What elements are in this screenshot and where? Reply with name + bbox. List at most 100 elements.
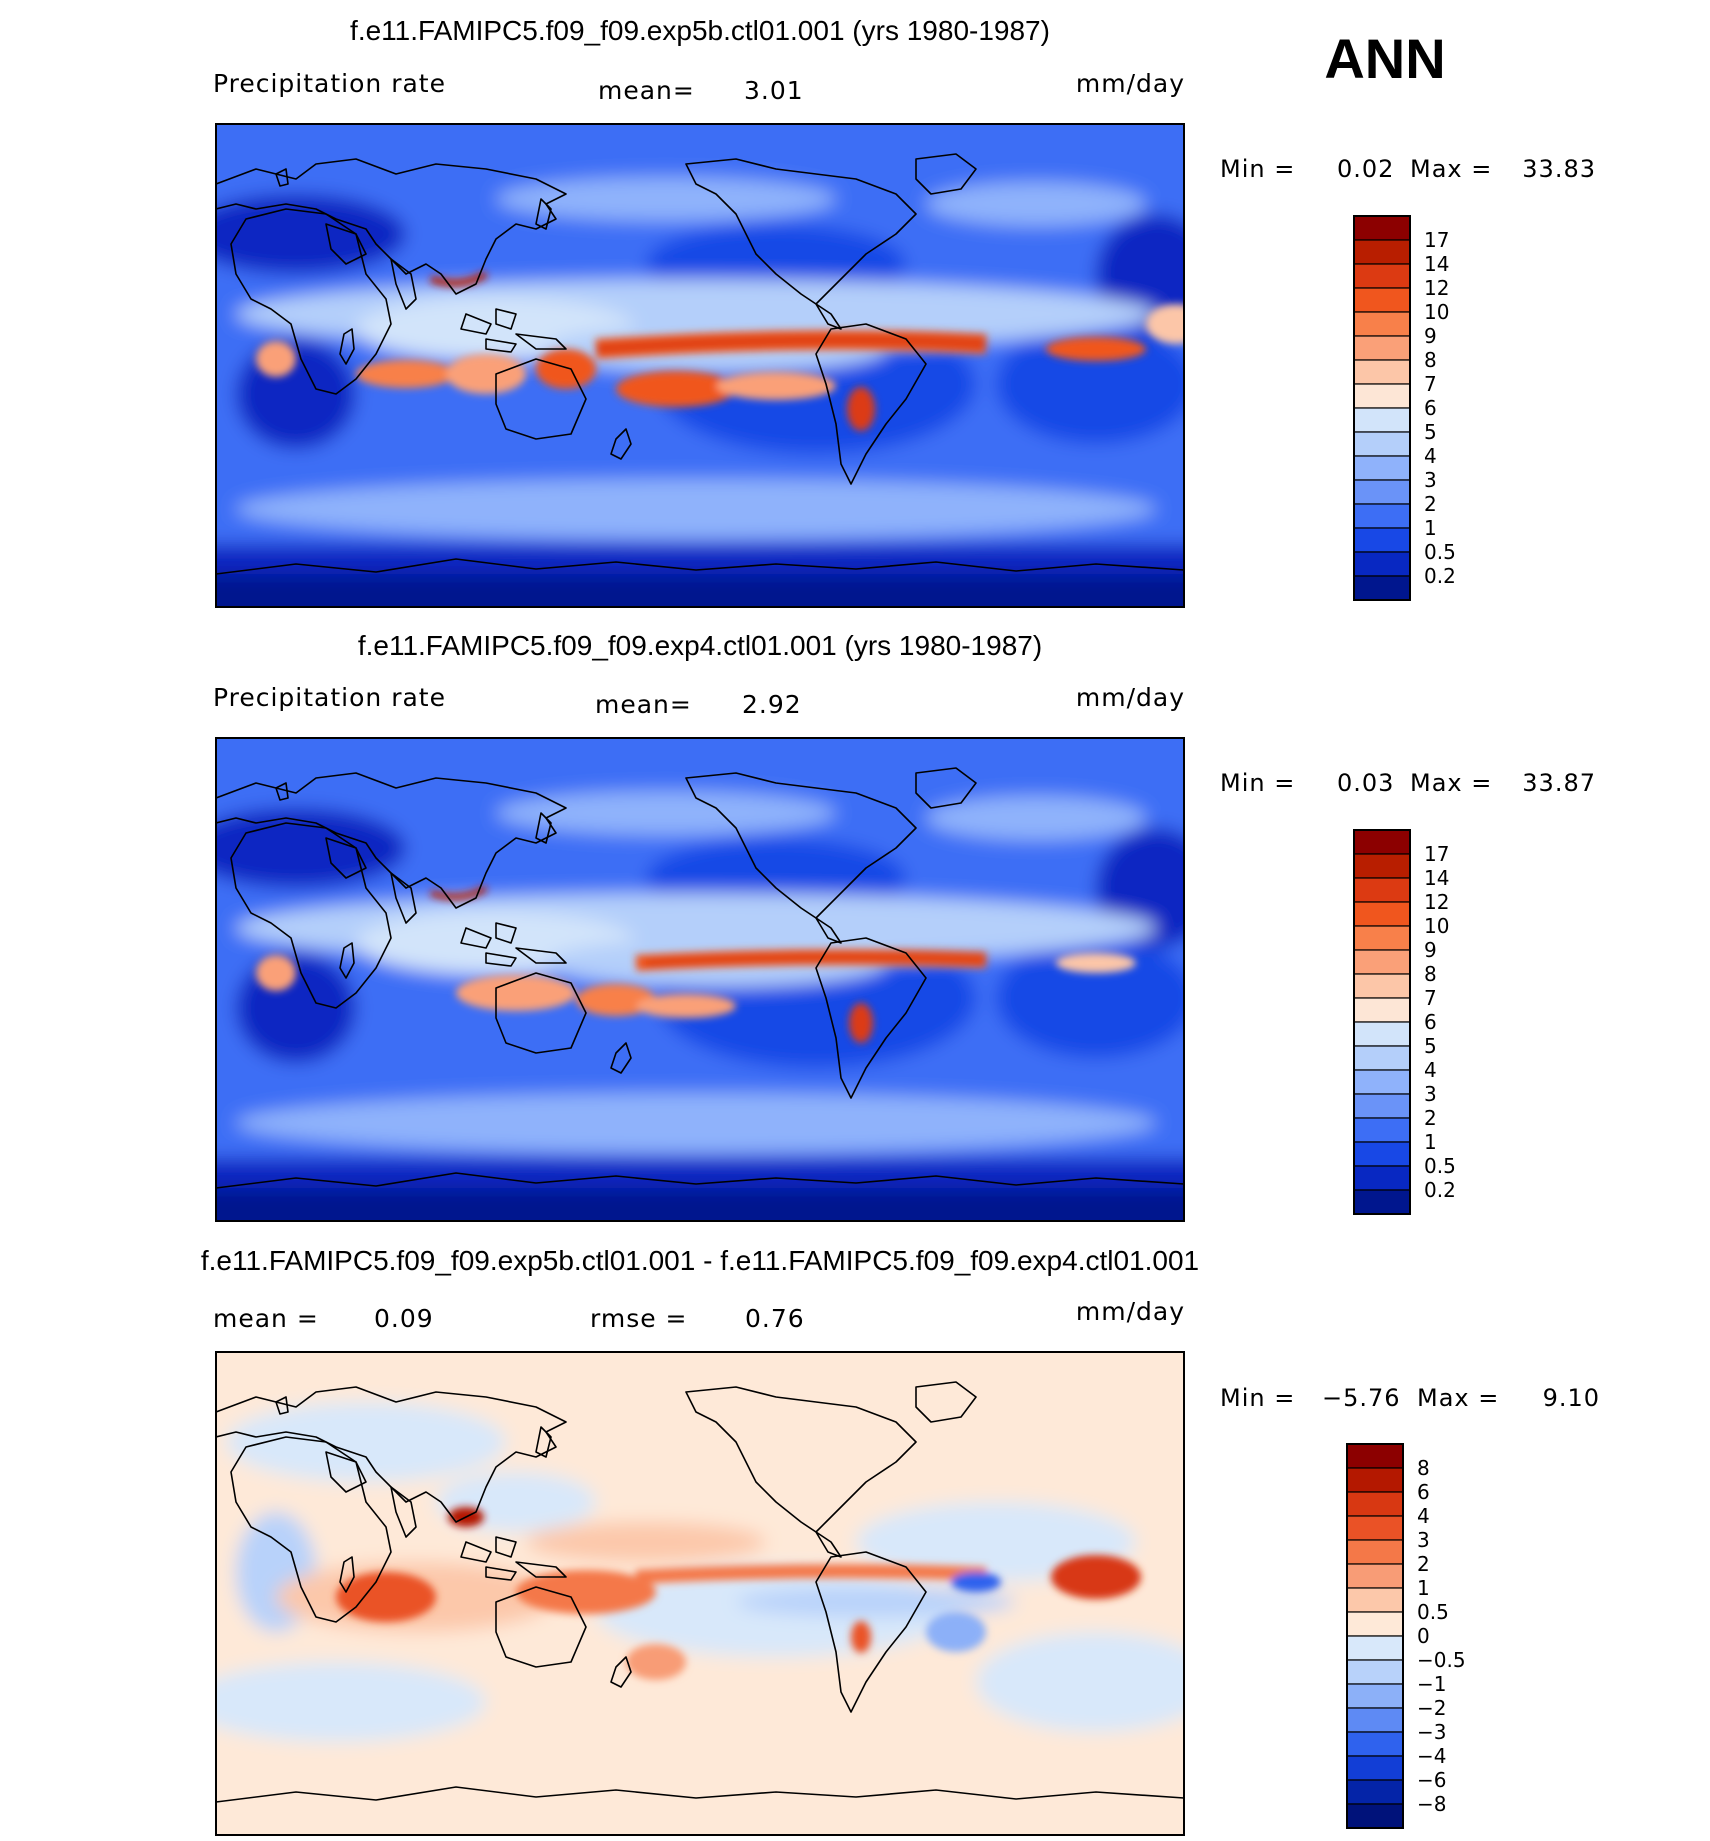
colorbar-frame	[1353, 829, 1411, 1215]
colorbar-segment	[1353, 925, 1411, 951]
colorbar-tick-label: 12	[1424, 276, 1449, 300]
colorbar-segment	[1346, 1443, 1404, 1469]
colorbar-segment	[1353, 287, 1411, 313]
colorbar-tick-label: 12	[1424, 890, 1449, 914]
colorbar-tick-label: 14	[1424, 252, 1449, 276]
panel-3-max-value: 9.10	[1543, 1384, 1600, 1412]
colorbar-tick-label: 1	[1424, 516, 1437, 540]
colorbar-segment	[1353, 431, 1411, 457]
panel-2-title: f.e11.FAMIPC5.f09_f09.exp4.ctl01.001 (yr…	[358, 630, 1042, 661]
colorbar-segment	[1353, 853, 1411, 879]
colorbar-segment	[1346, 1563, 1404, 1589]
colorbar-tick-label: 17	[1424, 228, 1449, 252]
panel-2-min-value: 0.03	[1337, 769, 1394, 797]
colorbar-segment	[1346, 1779, 1404, 1805]
colorbar-segment	[1353, 335, 1411, 361]
panel-1: f.e11.FAMIPC5.f09_f09.exp5b.ctl01.001 (y…	[213, 15, 1596, 608]
colorbar-tick-label: 7	[1424, 372, 1437, 396]
colorbar-tick-label: −3	[1417, 1720, 1446, 1744]
colorbar-tick-label: 2	[1424, 1106, 1437, 1130]
colorbar-tick-label: 6	[1417, 1480, 1430, 1504]
colorbar-segment	[1353, 1069, 1411, 1095]
colorbar-segment	[1353, 973, 1411, 999]
colorbar-tick-label: 6	[1424, 396, 1437, 420]
colorbar-tick-label: 0.2	[1424, 1178, 1456, 1202]
panel-1-map	[216, 124, 1184, 607]
panel-1-min-label: Min =	[1220, 155, 1295, 183]
panel-3: f.e11.FAMIPC5.f09_f09.exp5b.ctl01.001 - …	[201, 1245, 1600, 1836]
colorbar-segment	[1346, 1635, 1404, 1661]
colorbar-tick-label: 9	[1424, 938, 1437, 962]
colorbar-tick-label: −4	[1417, 1744, 1446, 1768]
panel-3-map	[216, 1352, 1184, 1835]
colorbar-tick-label: 4	[1417, 1504, 1430, 1528]
colorbar-segment	[1346, 1491, 1404, 1517]
season-label: ANN	[1324, 27, 1445, 90]
colorbar-tick-label: 8	[1424, 962, 1437, 986]
panel-3-title: f.e11.FAMIPC5.f09_f09.exp5b.ctl01.001 - …	[201, 1245, 1199, 1276]
colorbar-segment	[1346, 1539, 1404, 1565]
colorbar-segment	[1353, 949, 1411, 975]
panel-3-rmse-label: rmse =	[590, 1304, 688, 1333]
panel-2-units: mm/day	[1076, 683, 1185, 712]
colorbar-segment	[1353, 239, 1411, 265]
colorbar-segment	[1353, 1021, 1411, 1047]
colorbar-tick-label: 0.5	[1417, 1600, 1449, 1624]
colorbar-tick-label: −8	[1417, 1792, 1446, 1816]
colorbar-segment	[1353, 455, 1411, 481]
panel-2: f.e11.FAMIPC5.f09_f09.exp4.ctl01.001 (yr…	[213, 630, 1595, 1222]
panel-3-mean-value: 0.09	[374, 1304, 434, 1333]
colorbar-tick-label: 0.5	[1424, 540, 1456, 564]
colorbar-tick-label: 1	[1424, 1130, 1437, 1154]
colorbar-segment	[1353, 527, 1411, 553]
colorbar-tick-label: −0.5	[1417, 1648, 1466, 1672]
panel-1-title: f.e11.FAMIPC5.f09_f09.exp5b.ctl01.001 (y…	[350, 15, 1050, 46]
colorbar-tick-label: 1	[1417, 1576, 1430, 1600]
colorbar-tick-label: 5	[1424, 1034, 1437, 1058]
panel-2-mean-label: mean=	[595, 690, 692, 719]
colorbar-tick-label: 2	[1424, 492, 1437, 516]
panel-3-units: mm/day	[1076, 1297, 1185, 1326]
colorbar-segment	[1346, 1611, 1404, 1637]
colorbar-segment	[1346, 1587, 1404, 1613]
colorbar-segment	[1353, 503, 1411, 529]
panel-2-min-label: Min =	[1220, 769, 1295, 797]
colorbar-frame	[1353, 215, 1411, 601]
colorbar-segment	[1353, 263, 1411, 289]
colorbar-tick-label: 8	[1417, 1456, 1430, 1480]
colorbar-segment	[1353, 551, 1411, 577]
colorbar-segment	[1346, 1803, 1404, 1829]
colorbar-tick-label: 14	[1424, 866, 1449, 890]
colorbar-tick-label: 0.5	[1424, 1154, 1456, 1178]
colorbar-tick-label: 4	[1424, 444, 1437, 468]
colorbar-tick-label: 10	[1424, 300, 1449, 324]
colorbar-segment	[1346, 1683, 1404, 1709]
panel-3-mean-label: mean =	[213, 1304, 319, 1333]
colorbar-segment	[1353, 575, 1411, 601]
panel-1-frame	[215, 123, 1185, 608]
colorbar-segment	[1353, 1093, 1411, 1119]
panel-1-max-value: 33.83	[1522, 155, 1596, 183]
colorbar-tick-label: 0	[1417, 1624, 1430, 1648]
panel-1-variable: Precipitation rate	[213, 69, 446, 98]
panel-2-max-label: Max =	[1410, 769, 1492, 797]
colorbar-tick-label: 0.2	[1424, 564, 1456, 588]
colorbar-segment	[1346, 1659, 1404, 1685]
panel-1-min-value: 0.02	[1337, 155, 1394, 183]
colorbar-segment	[1353, 1117, 1411, 1143]
colorbar-segment	[1353, 1189, 1411, 1215]
colorbar-segment	[1346, 1731, 1404, 1757]
colorbar-segment	[1353, 1165, 1411, 1191]
colorbar-tick-label: −1	[1417, 1672, 1446, 1696]
colorbar-segment	[1353, 877, 1411, 903]
panel-1-max-label: Max =	[1410, 155, 1492, 183]
panel-1-mean-value: 3.01	[744, 76, 804, 105]
colorbar-tick-label: 4	[1424, 1058, 1437, 1082]
colorbar-tick-label: 10	[1424, 914, 1449, 938]
panel-3-min-value: −5.76	[1322, 1384, 1401, 1412]
colorbar-segment	[1353, 311, 1411, 337]
